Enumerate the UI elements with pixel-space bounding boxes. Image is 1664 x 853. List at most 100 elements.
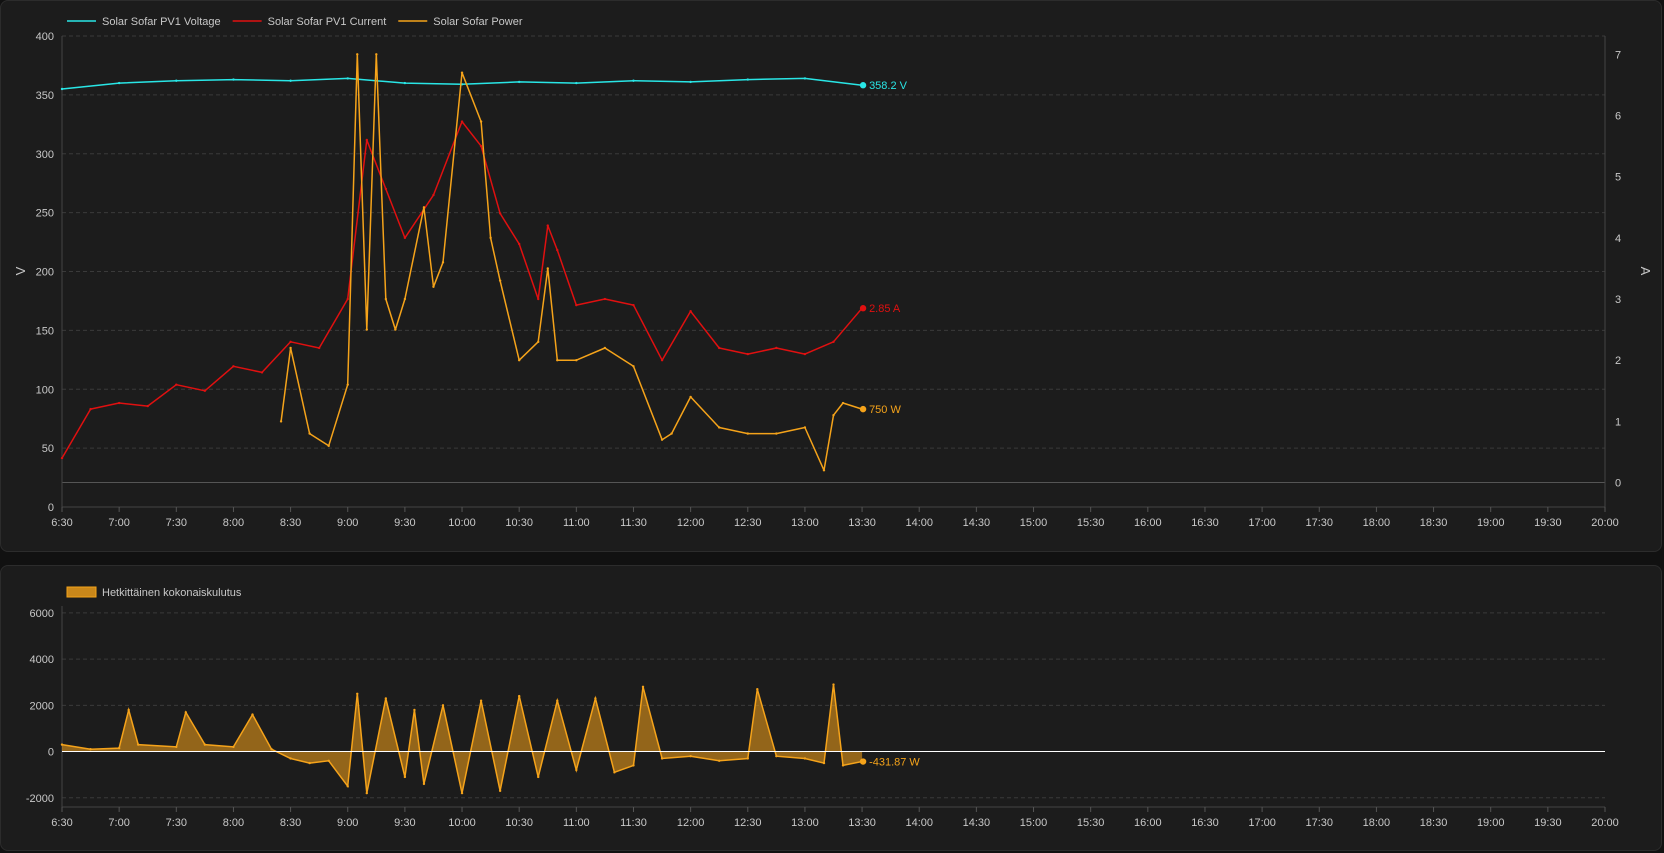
data-point-solar-sofar-power bbox=[394, 328, 397, 331]
x-tick-label: 12:30 bbox=[734, 817, 762, 829]
data-point-hetkitt-inen-kokonaiskulutus bbox=[413, 708, 416, 712]
x-tick-label: 13:00 bbox=[791, 517, 819, 529]
data-point-solar-sofar-pv1-current bbox=[346, 297, 349, 301]
data-point-solar-sofar-power bbox=[346, 383, 349, 386]
data-point-solar-sofar-power bbox=[403, 297, 407, 301]
y-left-axis-title: V bbox=[13, 266, 28, 275]
series-line-solar-sofar-pv1-current bbox=[61, 120, 863, 459]
data-point-hetkitt-inen-kokonaiskulutus bbox=[356, 692, 359, 695]
x-tick-label: 18:30 bbox=[1420, 817, 1448, 829]
data-point-hetkitt-inen-kokonaiskulutus bbox=[346, 785, 349, 788]
x-tick-label: 15:00 bbox=[1020, 817, 1048, 829]
legend-swatch-hetkitt-inen-kokonaiskulutus bbox=[66, 586, 97, 598]
data-point-solar-sofar-pv1-current bbox=[146, 404, 149, 408]
x-tick-label: 19:30 bbox=[1534, 817, 1562, 829]
x-tick-label: 16:30 bbox=[1191, 817, 1219, 829]
data-point-hetkitt-inen-kokonaiskulutus bbox=[632, 764, 635, 767]
x-tick-label: 14:30 bbox=[963, 517, 991, 529]
x-tick-label: 12:00 bbox=[677, 817, 705, 829]
data-point-solar-sofar-power bbox=[841, 401, 845, 405]
x-tick-label: 11:30 bbox=[620, 817, 647, 829]
data-point-hetkitt-inen-kokonaiskulutus bbox=[594, 697, 597, 700]
data-point-solar-sofar-pv1-current bbox=[89, 407, 92, 411]
data-point-hetkitt-inen-kokonaiskulutus bbox=[232, 745, 235, 749]
x-tick-label: 9:30 bbox=[394, 817, 415, 829]
data-point-hetkitt-inen-kokonaiskulutus bbox=[575, 768, 578, 772]
data-point-solar-sofar-power bbox=[384, 297, 388, 301]
data-point-solar-sofar-pv1-current bbox=[384, 187, 388, 191]
y-left-tick-label: 150 bbox=[36, 325, 54, 337]
data-point-solar-sofar-pv1-current bbox=[203, 389, 207, 392]
series-area-hetkitt-inen-kokonaiskulutus bbox=[62, 684, 863, 794]
y-tick-label: -2000 bbox=[26, 793, 54, 805]
data-point-hetkitt-inen-kokonaiskulutus bbox=[203, 743, 207, 746]
y-right-tick-label: 7 bbox=[1615, 49, 1621, 61]
data-point-hetkitt-inen-kokonaiskulutus bbox=[422, 782, 426, 786]
data-point-solar-sofar-power bbox=[832, 414, 835, 417]
legend-label-solar-sofar-power: Solar Sofar Power bbox=[433, 16, 523, 28]
data-point-solar-sofar-pv1-current bbox=[537, 297, 540, 301]
data-point-solar-sofar-pv1-current bbox=[365, 138, 368, 142]
data-point-hetkitt-inen-kokonaiskulutus bbox=[775, 754, 778, 758]
data-point-hetkitt-inen-kokonaiskulutus bbox=[822, 761, 826, 765]
data-point-hetkitt-inen-kokonaiskulutus bbox=[746, 757, 749, 760]
x-tick-label: 14:00 bbox=[905, 817, 933, 829]
y-right-tick-label: 3 bbox=[1615, 294, 1621, 306]
data-point-solar-sofar-pv1-current bbox=[479, 144, 483, 148]
x-tick-label: 15:30 bbox=[1077, 817, 1105, 829]
data-point-solar-sofar-power bbox=[803, 426, 807, 429]
y-tick-label: 2000 bbox=[30, 700, 54, 712]
data-point-solar-sofar-pv1-voltage bbox=[746, 78, 749, 81]
data-point-hetkitt-inen-kokonaiskulutus bbox=[803, 757, 807, 760]
data-point-solar-sofar-pv1-current bbox=[556, 248, 559, 252]
end-marker-hetkitt-inen-kokonaiskulutus bbox=[859, 758, 867, 765]
data-point-hetkitt-inen-kokonaiskulutus bbox=[251, 713, 254, 716]
data-point-solar-sofar-power bbox=[670, 432, 673, 435]
data-point-solar-sofar-pv1-voltage bbox=[175, 79, 178, 82]
x-tick-label: 12:30 bbox=[734, 517, 762, 529]
data-point-solar-sofar-pv1-current bbox=[498, 212, 502, 215]
data-point-hetkitt-inen-kokonaiskulutus bbox=[136, 743, 140, 746]
y-left-tick-label: 100 bbox=[36, 384, 54, 396]
data-point-solar-sofar-pv1-current bbox=[746, 352, 749, 356]
y-left-tick-label: 0 bbox=[48, 502, 54, 514]
voltage-current-power-chart: 0 50 100 150 200 250 300 350 400 0 1 2 3 4 5 6 7 6:30 7:00… bbox=[13, 16, 1653, 529]
data-point-hetkitt-inen-kokonaiskulutus bbox=[308, 761, 311, 765]
end-label-solar-sofar-power: 750 W bbox=[869, 404, 901, 416]
legend-label-hetkitt-inen-kokonaiskulutus: Hetkittäinen kokonaiskulutus bbox=[102, 587, 242, 599]
data-point-solar-sofar-power bbox=[375, 53, 378, 56]
end-label-solar-sofar-pv1-current: 2.85 A bbox=[869, 303, 901, 315]
data-point-hetkitt-inen-kokonaiskulutus bbox=[441, 704, 445, 707]
y-left-tick-label: 250 bbox=[36, 208, 54, 220]
x-tick-label: 17:00 bbox=[1248, 817, 1276, 829]
data-point-solar-sofar-pv1-current bbox=[232, 365, 235, 368]
data-point-hetkitt-inen-kokonaiskulutus bbox=[517, 694, 521, 698]
data-point-hetkitt-inen-kokonaiskulutus bbox=[184, 711, 188, 714]
data-point-hetkitt-inen-kokonaiskulutus bbox=[479, 699, 483, 702]
x-tick-label: 17:30 bbox=[1305, 517, 1333, 529]
x-tick-label: 8:30 bbox=[280, 817, 301, 829]
data-point-solar-sofar-power bbox=[479, 120, 483, 123]
series-line-hetkitt-inen-kokonaiskulutus bbox=[61, 684, 863, 794]
data-point-solar-sofar-pv1-current bbox=[317, 346, 321, 350]
data-point-solar-sofar-pv1-current bbox=[289, 340, 292, 344]
y-right-tick-label: 6 bbox=[1615, 111, 1621, 123]
data-point-solar-sofar-power bbox=[822, 469, 826, 472]
y-left-tick-label: 400 bbox=[36, 31, 54, 43]
x-tick-label: 13:30 bbox=[848, 517, 876, 529]
x-tick-label: 19:30 bbox=[1534, 517, 1562, 529]
y-right-tick-label: 2 bbox=[1615, 355, 1621, 367]
data-point-solar-sofar-pv1-current bbox=[546, 224, 549, 227]
data-point-solar-sofar-pv1-voltage bbox=[232, 78, 235, 81]
y-left-tick-label: 300 bbox=[36, 149, 54, 161]
data-point-solar-sofar-pv1-current bbox=[660, 358, 664, 362]
data-point-solar-sofar-pv1-voltage bbox=[689, 80, 692, 84]
x-tick-label: 17:30 bbox=[1305, 817, 1333, 829]
legend-label-solar-sofar-pv1-current: Solar Sofar PV1 Current bbox=[268, 16, 387, 28]
data-point-solar-sofar-pv1-current bbox=[117, 401, 121, 405]
x-tick-label: 7:00 bbox=[108, 517, 129, 529]
data-point-solar-sofar-power bbox=[441, 261, 445, 264]
data-point-solar-sofar-power bbox=[556, 358, 559, 362]
x-tick-label: 7:30 bbox=[166, 517, 187, 529]
data-point-solar-sofar-power bbox=[517, 358, 521, 362]
